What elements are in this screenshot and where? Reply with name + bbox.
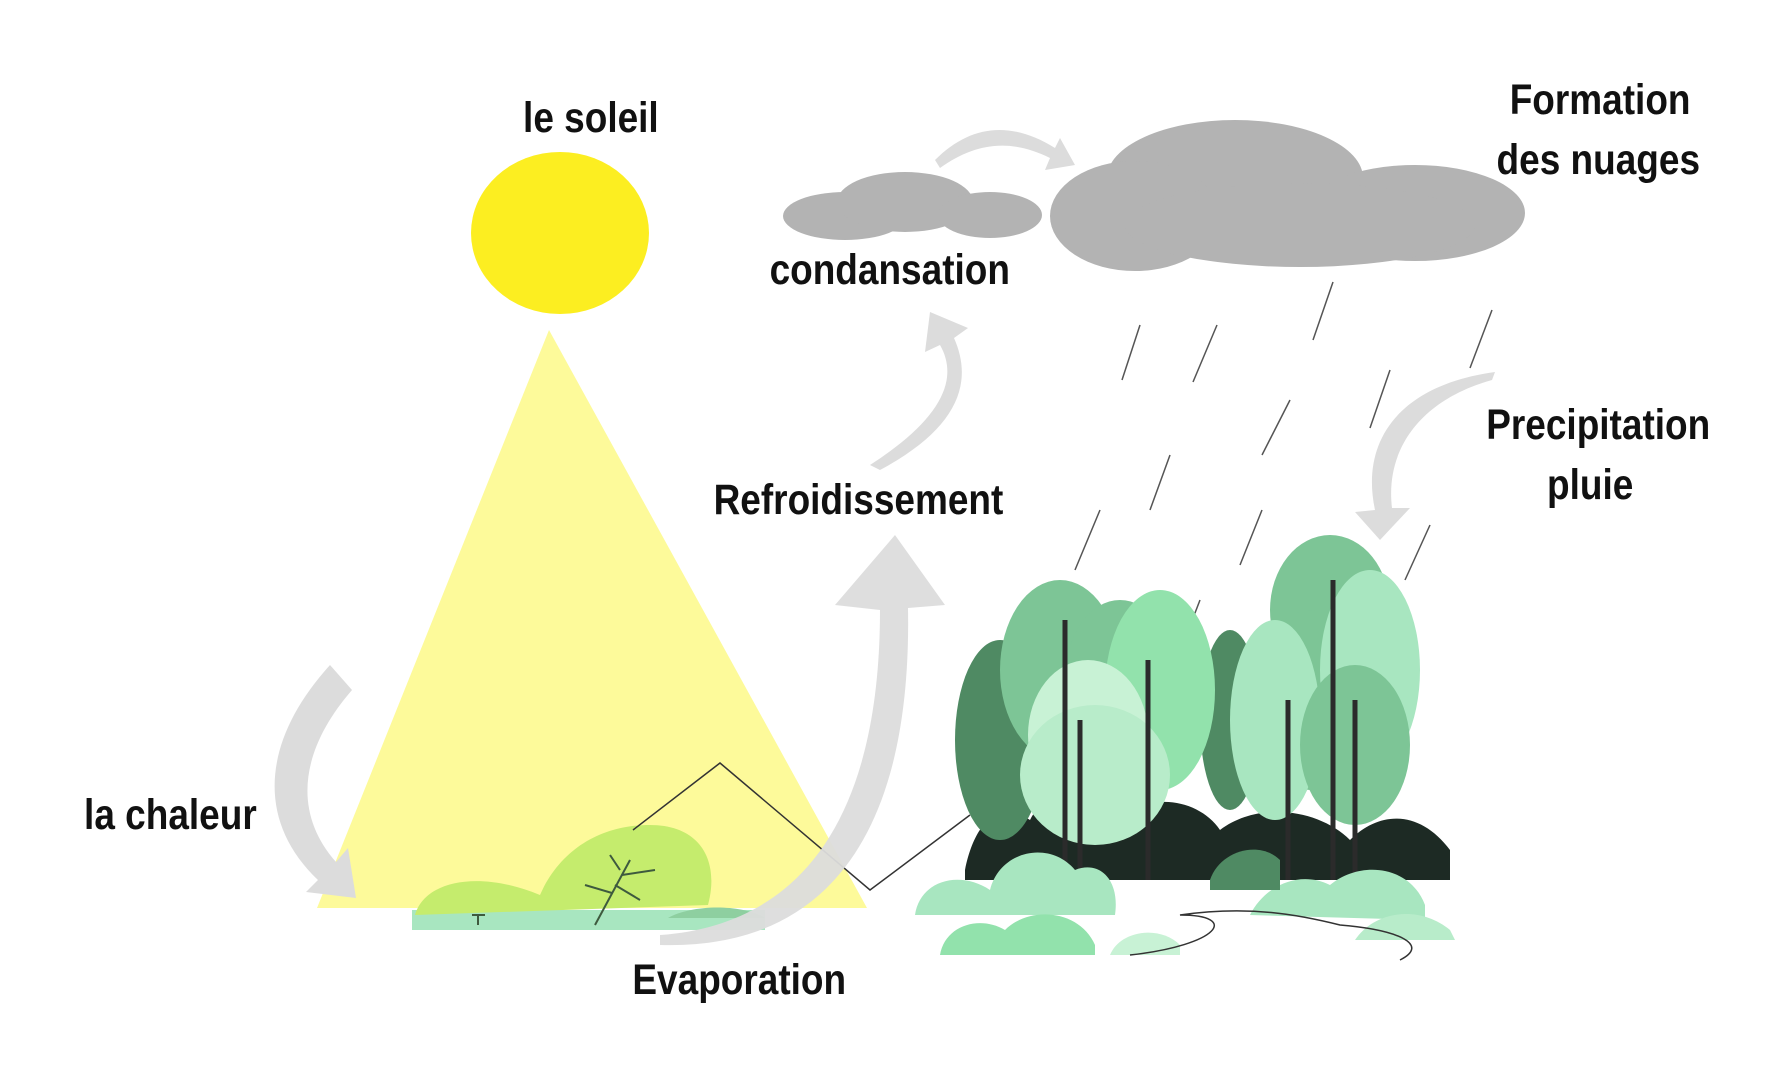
sun-rays-triangle — [317, 330, 867, 908]
precipitation-arrow — [1355, 372, 1495, 540]
cloud-formation-label-line2: des nuages — [1496, 136, 1701, 184]
small-cloud-icon — [783, 172, 1042, 240]
large-cloud-icon — [1050, 120, 1525, 271]
precipitation-label-line1: Precipitation — [1486, 401, 1711, 449]
sun-icon — [471, 152, 649, 314]
heat-arrow — [274, 665, 356, 898]
rain-icon — [1074, 281, 1493, 653]
condensation-arrow — [935, 129, 1075, 170]
cloud-formation-label-line1: Formation — [1509, 76, 1691, 124]
evaporation-arrow — [660, 535, 945, 946]
precipitation-label-line2: pluie — [1547, 461, 1634, 509]
bush-twig-icon — [472, 854, 656, 926]
condensation-label: condansation — [769, 246, 1010, 294]
evaporation-label: Evaporation — [632, 956, 847, 1004]
terrain-line — [632, 762, 971, 891]
heat-label: la chaleur — [84, 791, 257, 839]
forest-icon — [915, 535, 1455, 961]
bush-small — [668, 907, 765, 918]
cooling-arrow — [870, 312, 968, 470]
cooling-label: Refroidissement — [713, 476, 1004, 524]
sun-label: le soleil — [523, 94, 659, 142]
bush-left — [415, 825, 712, 915]
